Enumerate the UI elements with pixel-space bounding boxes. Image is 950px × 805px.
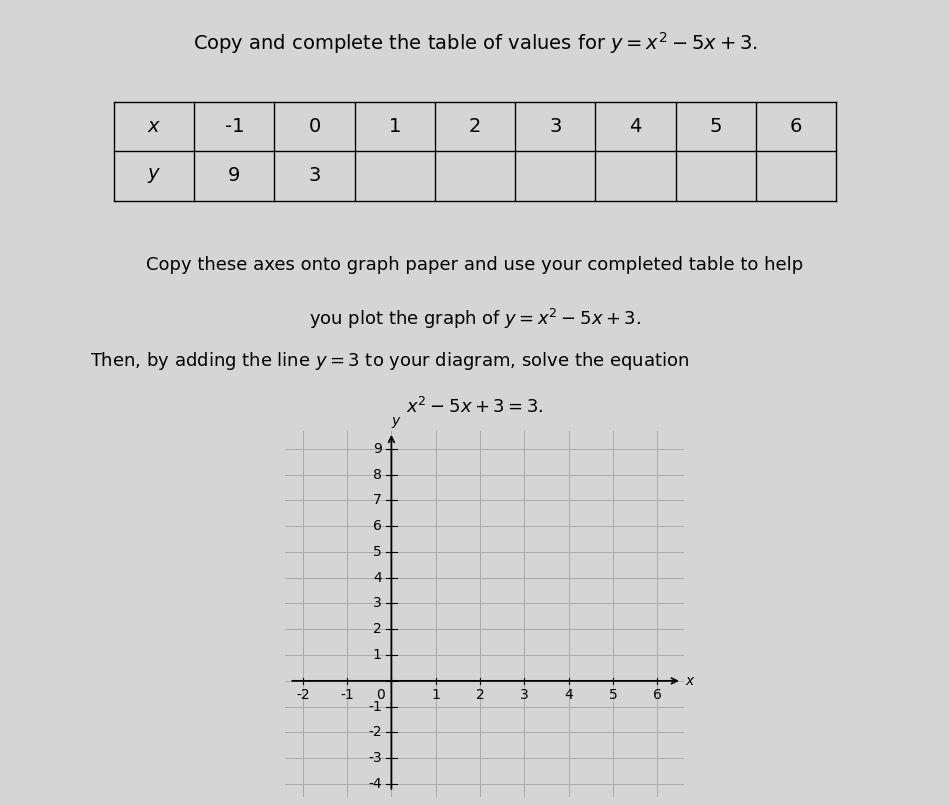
- Text: you plot the graph of $y = x^2 - 5x + 3$.: you plot the graph of $y = x^2 - 5x + 3$…: [309, 308, 641, 332]
- Text: 6: 6: [789, 118, 802, 136]
- Text: 3: 3: [520, 688, 529, 702]
- Text: 9: 9: [372, 442, 382, 456]
- Text: 6: 6: [653, 688, 662, 702]
- Text: 5: 5: [710, 118, 722, 136]
- Text: 1: 1: [372, 648, 382, 662]
- Text: $x$: $x$: [685, 674, 695, 688]
- Text: 4: 4: [629, 118, 641, 136]
- Text: -1: -1: [340, 688, 354, 702]
- Text: $x^2 - 5x + 3 = 3$.: $x^2 - 5x + 3 = 3$.: [407, 397, 543, 417]
- Text: 7: 7: [373, 493, 382, 507]
- Text: 6: 6: [372, 519, 382, 533]
- Text: -2: -2: [368, 725, 382, 740]
- Text: -1: -1: [224, 118, 244, 136]
- Text: 2: 2: [468, 118, 482, 136]
- Text: 8: 8: [372, 468, 382, 481]
- Text: 4: 4: [373, 571, 382, 584]
- Text: 4: 4: [564, 688, 573, 702]
- Text: -4: -4: [368, 777, 382, 791]
- Text: 9: 9: [228, 167, 240, 185]
- Text: $y$: $y$: [147, 167, 162, 185]
- Text: 1: 1: [389, 118, 401, 136]
- Text: -1: -1: [368, 700, 382, 714]
- Text: 5: 5: [373, 545, 382, 559]
- Text: 2: 2: [476, 688, 484, 702]
- Text: $y$: $y$: [391, 415, 402, 430]
- Text: 0: 0: [309, 118, 321, 136]
- Text: 0: 0: [376, 688, 385, 702]
- Text: 1: 1: [431, 688, 440, 702]
- Text: 3: 3: [549, 118, 561, 136]
- Text: 3: 3: [373, 597, 382, 610]
- Text: 5: 5: [609, 688, 618, 702]
- Text: Then, by adding the line $y = 3$ to your diagram, solve the equation: Then, by adding the line $y = 3$ to your…: [90, 350, 690, 372]
- Text: -3: -3: [368, 751, 382, 766]
- Text: -2: -2: [295, 688, 310, 702]
- Text: 2: 2: [373, 622, 382, 636]
- Text: Copy these axes onto graph paper and use your completed table to help: Copy these axes onto graph paper and use…: [146, 256, 804, 274]
- Text: Copy and complete the table of values for $y = x^2 - 5x + 3$.: Copy and complete the table of values fo…: [193, 30, 757, 56]
- Text: $x$: $x$: [147, 118, 162, 136]
- Text: 3: 3: [309, 167, 321, 185]
